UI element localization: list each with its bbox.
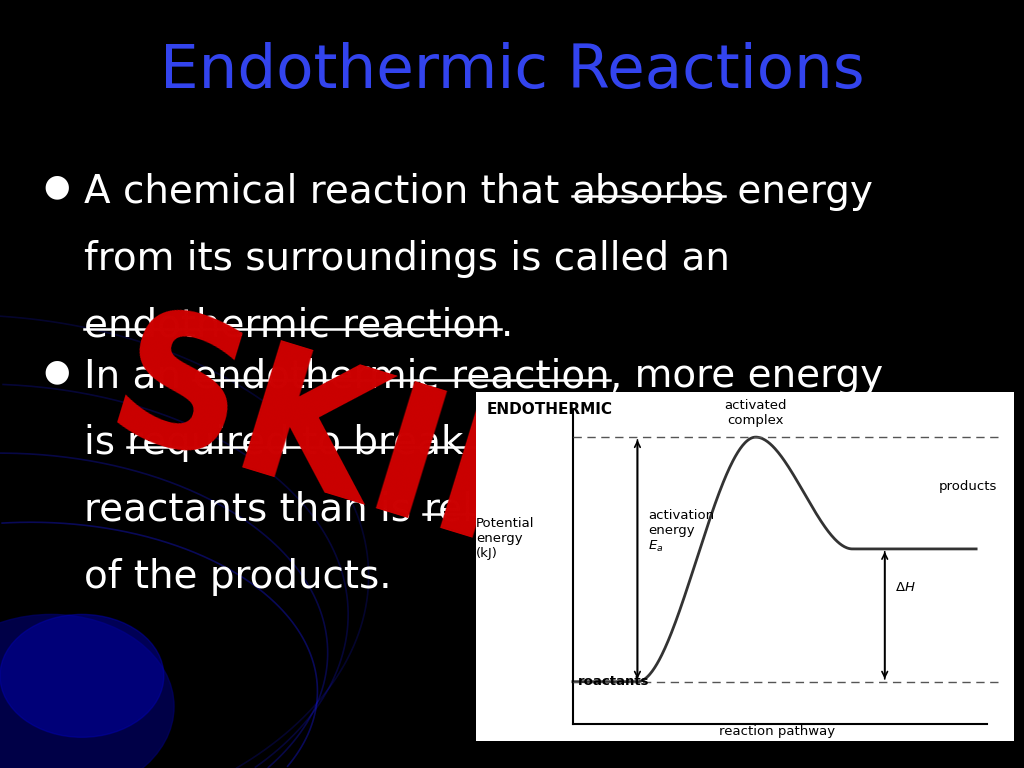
Text: from its surroundings is called an: from its surroundings is called an (84, 240, 730, 277)
Text: ENDOTHERMIC: ENDOTHERMIC (487, 402, 613, 417)
Text: A chemical reaction that: A chemical reaction that (84, 173, 571, 210)
Circle shape (0, 614, 174, 768)
Text: Potential
energy
(kJ): Potential energy (kJ) (476, 517, 535, 560)
Text: SKIP!: SKIP! (89, 296, 669, 626)
Text: energy: energy (725, 173, 872, 210)
Text: ●: ● (43, 173, 70, 202)
Text: of the products.: of the products. (84, 558, 391, 595)
Text: products: products (938, 479, 997, 492)
Text: ●: ● (43, 357, 70, 386)
Text: by the formation: by the formation (590, 491, 927, 528)
Text: .: . (501, 306, 513, 344)
Text: , more energy: , more energy (610, 357, 883, 395)
Text: roactants: roactants (579, 675, 650, 687)
Text: reaction pathway: reaction pathway (719, 725, 836, 737)
Text: released: released (423, 491, 590, 528)
Text: is: is (84, 424, 127, 462)
Text: absorbs: absorbs (571, 173, 725, 210)
Text: $\Delta H$: $\Delta H$ (895, 581, 916, 594)
Text: endothermic reaction: endothermic reaction (84, 306, 501, 344)
Text: in the: in the (670, 424, 794, 462)
Text: required to break the bonds: required to break the bonds (127, 424, 670, 462)
Text: In an: In an (84, 357, 194, 395)
Text: activated
complex: activated complex (724, 399, 787, 427)
Circle shape (0, 614, 164, 737)
Text: Endothermic Reactions: Endothermic Reactions (160, 42, 864, 101)
Text: reactants than is: reactants than is (84, 491, 423, 528)
Text: activation
energy
$E_a$: activation energy $E_a$ (648, 509, 715, 554)
Text: endothermic reaction: endothermic reaction (194, 357, 610, 395)
